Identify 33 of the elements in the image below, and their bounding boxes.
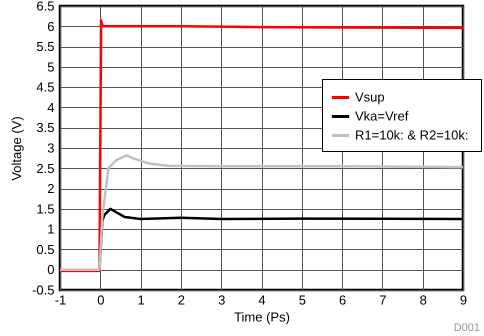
y-tick-label: 4.5 (36, 80, 54, 95)
y-tick-label: 1.5 (36, 201, 54, 216)
y-tick-label: 0 (47, 262, 54, 278)
line-series (58, 154, 464, 271)
y-tick-label: 1 (47, 222, 54, 237)
x-tick-label: 2 (178, 292, 186, 308)
legend-label: Vka=Vref (355, 108, 409, 124)
y-tick-label: 3 (47, 140, 54, 156)
x-tick-label: 0 (97, 292, 104, 308)
y-tick-label: -0.5 (32, 282, 54, 298)
x-tick-label: 4 (258, 292, 266, 308)
legend-label: Vsup (355, 90, 385, 104)
legend-label: R1=10k: & R2=10k: (355, 128, 468, 142)
y-tick-label: 3.5 (36, 120, 54, 136)
y-tick-label: 5 (47, 59, 54, 74)
x-tick-label: 1 (137, 292, 145, 308)
y-tick-label: 2 (47, 181, 54, 196)
y-tick-label: 5.5 (36, 39, 54, 54)
x-tick-label: 8 (420, 292, 427, 308)
y-tick-label: 4 (47, 100, 54, 115)
x-tick-label: 6 (338, 292, 346, 308)
x-axis-title: Time (Ps) (234, 310, 290, 324)
y-tick-label: 6.5 (36, 0, 54, 14)
x-tick-label: 5 (298, 292, 306, 308)
x-tick-label: 3 (218, 292, 226, 308)
x-tick-label: 9 (460, 292, 468, 308)
x-tick-label: -1 (54, 292, 66, 308)
y-tick-label: 2.5 (36, 160, 54, 176)
y-tick-label: 0.5 (36, 242, 54, 257)
y-tick-label: 6 (47, 18, 54, 34)
text: D001 (454, 322, 480, 334)
y-axis-title: Voltage (V) (9, 116, 24, 181)
x-tick-label: 7 (379, 292, 387, 308)
